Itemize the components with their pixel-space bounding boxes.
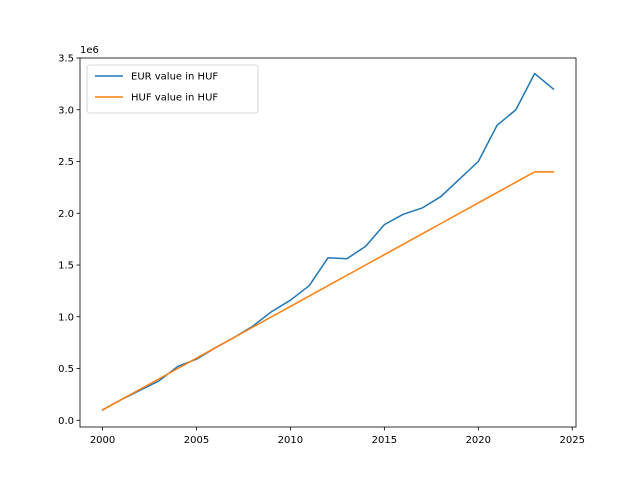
x-tick-label: 2025 xyxy=(560,435,585,446)
y-tick-label: 2.5 xyxy=(58,157,74,168)
y-tick-label: 0.0 xyxy=(58,416,74,427)
legend-box xyxy=(86,64,259,114)
x-tick-label: 2010 xyxy=(278,435,303,446)
legend: EUR value in HUF HUF value in HUF xyxy=(86,64,259,114)
x-tick-label: 2000 xyxy=(90,435,115,446)
legend-label: HUF value in HUF xyxy=(131,93,218,104)
y-tick-label: 1.0 xyxy=(58,312,74,323)
series-line-2 xyxy=(101,171,555,411)
x-tick-label: 2015 xyxy=(372,435,397,446)
axes-frame xyxy=(79,57,577,428)
x-tick-label: 2020 xyxy=(466,435,491,446)
y-tick-label: 3.5 xyxy=(58,54,74,65)
x-axis: 2000 2005 2010 2015 2020 2025 xyxy=(90,427,585,446)
y-axis-offset-label: 1e6 xyxy=(80,45,99,56)
plot-area xyxy=(101,72,555,411)
y-tick-label: 2.0 xyxy=(58,209,74,220)
legend-label: EUR value in HUF xyxy=(131,72,218,83)
y-tick-label: 0.5 xyxy=(58,364,74,375)
series-line-1 xyxy=(101,72,555,411)
y-tick-label: 1.5 xyxy=(58,261,74,272)
x-tick-label: 2005 xyxy=(184,435,209,446)
y-tick-label: 3.0 xyxy=(58,105,74,116)
y-axis: 0.0 0.5 1.0 1.5 2.0 2.5 3.0 3.5 xyxy=(58,54,80,427)
